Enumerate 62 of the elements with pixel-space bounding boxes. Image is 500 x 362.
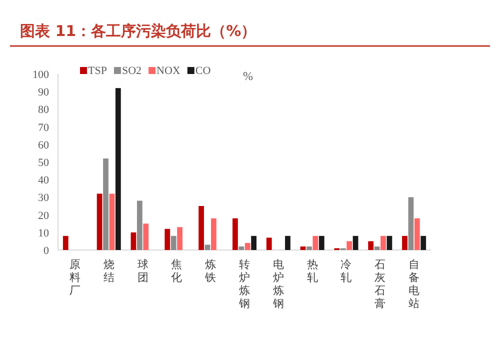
y-tick-label: 50: [38, 157, 50, 169]
bar: [130, 232, 136, 250]
x-tick-label: 石灰石膏: [374, 258, 386, 310]
bar: [96, 194, 102, 250]
bar: [402, 236, 408, 250]
y-tick-label: 70: [38, 122, 50, 134]
bar: [386, 236, 392, 250]
bar: [380, 236, 386, 250]
x-tick-label: 炼铁: [204, 258, 216, 284]
bar: [306, 246, 312, 250]
x-tick-label: 自备电站: [408, 258, 420, 310]
bar: [251, 236, 256, 250]
y-axis-title: %: [243, 69, 253, 83]
y-tick-label: 40: [38, 174, 50, 187]
y-tick-label: 10: [38, 227, 50, 240]
y-tick-label: 60: [38, 139, 50, 152]
bar: [115, 88, 121, 250]
bar: [420, 236, 426, 250]
y-tick-label: 30: [38, 192, 50, 204]
bar: [136, 200, 142, 250]
bar: [177, 227, 182, 250]
y-tick-label: 100: [32, 69, 50, 81]
bar: [352, 236, 358, 250]
x-tick-label: 转炉炼钢: [238, 258, 250, 310]
bar: [244, 242, 250, 250]
bar: [164, 228, 170, 250]
legend-label: NOX: [156, 65, 180, 77]
chart-title: 图表 11：各工序污染负荷比（%）: [20, 22, 256, 40]
bar: [312, 236, 318, 250]
bar: [408, 197, 414, 250]
y-tick-label: 80: [38, 104, 50, 116]
bar: [318, 236, 324, 250]
legend-label: SO2: [122, 65, 142, 77]
bar: [143, 224, 149, 250]
x-tick-label: 原料厂: [69, 258, 80, 297]
x-tick-label: 冷轧: [340, 258, 352, 284]
bar: [109, 194, 115, 250]
x-tick-label: 热轧: [306, 258, 318, 284]
bar: [103, 158, 108, 250]
bar: [285, 236, 290, 250]
legend-label: CO: [195, 65, 211, 77]
bar: [346, 241, 352, 250]
bar: [210, 218, 216, 250]
bar: [198, 206, 204, 250]
y-tick-label: 20: [38, 210, 50, 222]
bar: [170, 236, 176, 250]
x-tick-label: 球团: [137, 258, 148, 284]
y-tick-label: 90: [38, 86, 50, 99]
x-tick-label: 焦化: [171, 258, 182, 284]
bar: [300, 246, 306, 250]
bar: [232, 218, 238, 250]
x-tick-label: 电炉炼钢: [272, 258, 284, 310]
bar: [238, 246, 244, 250]
bar: [414, 218, 420, 250]
x-tick-label: 烧结: [103, 258, 114, 284]
y-tick-label: 0: [44, 245, 50, 257]
bar: [368, 241, 374, 250]
bar: [62, 236, 68, 250]
bar: [204, 244, 210, 250]
legend-label: TSP: [88, 65, 107, 77]
bar: [266, 238, 272, 250]
bar: [374, 246, 380, 250]
